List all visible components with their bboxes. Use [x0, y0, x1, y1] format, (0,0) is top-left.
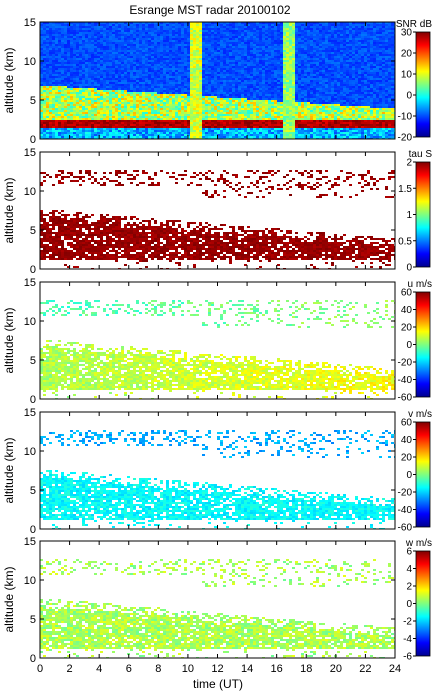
colorbar-tick-label: -20	[398, 133, 413, 144]
colorbar-tick-label: 1	[406, 210, 412, 221]
colorbar-tick-label: 40	[401, 435, 413, 446]
x-tick-label: 16	[271, 663, 283, 675]
colorbar-tick-label: 20	[401, 49, 413, 60]
chart-title: Esrange MST radar 20100102	[129, 3, 291, 17]
y-tick-label: 10	[24, 316, 36, 328]
colorbar-tick-label: 6	[406, 547, 412, 558]
colorbar-tick-label: 0	[406, 470, 412, 481]
colorbar-tick-label: 10	[401, 70, 413, 81]
y-tick-label: 5	[30, 95, 36, 107]
colorbar	[415, 421, 431, 528]
heatmap-field	[40, 170, 395, 269]
colorbar-tick-label: -6	[403, 652, 412, 663]
x-tick-label: 2	[67, 663, 73, 675]
y-axis-label: altitude (km)	[2, 437, 16, 503]
x-tick-label: 20	[330, 663, 342, 675]
x-tick-label: 0	[37, 663, 43, 675]
y-tick-label: 10	[24, 186, 36, 198]
y-tick-label: 5	[30, 355, 36, 367]
x-tick-label: 8	[155, 663, 161, 675]
y-tick-label: 15	[24, 147, 36, 159]
colorbar-tick-label: -40	[398, 505, 413, 516]
colorbar	[415, 161, 431, 268]
panel-v: 0 5 10 15 altitude (km) v m/s -60 -40 -20 0 20 40 60	[2, 407, 432, 536]
x-tick-label: 22	[359, 663, 371, 675]
panel-SNR: 0 5 10 15 altitude (km) SNR dB -20 -10 0 10 20 30	[2, 17, 432, 146]
x-tick-label: 6	[126, 663, 132, 675]
x-axis-label: time (UT)	[193, 677, 243, 691]
heatmap-field	[40, 430, 395, 529]
colorbar-tick-label: -10	[398, 112, 413, 123]
colorbar-tick-label: 0.5	[398, 236, 412, 247]
y-tick-label: 5	[30, 614, 36, 626]
colorbar-tick-label: 4	[406, 564, 412, 575]
heatmap-field	[40, 300, 395, 399]
y-tick-label: 0	[30, 394, 36, 406]
y-tick-label: 10	[24, 56, 36, 68]
colorbar-tick-label: -40	[398, 375, 413, 386]
y-tick-label: 10	[24, 575, 36, 587]
colorbar	[415, 550, 431, 657]
x-tick-label: 4	[96, 663, 102, 675]
colorbar-tick-label: 40	[401, 305, 413, 316]
x-tick-label: 12	[211, 663, 223, 675]
colorbar-tick-label: -2	[403, 617, 412, 628]
colorbar-tick-label: 1.5	[398, 184, 412, 195]
y-tick-label: 15	[24, 17, 36, 29]
x-tick-label: 24	[389, 663, 401, 675]
colorbar-tick-label: 30	[401, 28, 413, 39]
colorbar-tick-label: 60	[401, 418, 413, 429]
colorbar-label: w m/s	[405, 538, 432, 549]
y-axis-label: altitude (km)	[2, 566, 16, 632]
y-tick-label: 5	[30, 485, 36, 497]
y-tick-label: 5	[30, 225, 36, 237]
colorbar-tick-label: 0	[406, 599, 412, 610]
x-tick-label: 14	[241, 663, 253, 675]
x-tick-label: 18	[300, 663, 312, 675]
y-tick-label: 15	[24, 277, 36, 289]
colorbar-label: SNR dB	[396, 19, 432, 30]
colorbar-tick-label: 2	[406, 158, 412, 169]
colorbar-tick-label: 60	[401, 288, 413, 299]
y-tick-label: 0	[30, 134, 36, 146]
y-axis-label: altitude (km)	[2, 177, 16, 243]
colorbar-tick-label: 20	[401, 453, 413, 464]
colorbar-tick-label: 0	[406, 263, 412, 274]
x-tick-label: 10	[182, 663, 194, 675]
colorbar-tick-label: 0	[406, 91, 412, 102]
colorbar	[415, 291, 431, 398]
colorbar-tick-label: -20	[398, 358, 413, 369]
colorbar-tick-label: -20	[398, 488, 413, 499]
y-axis-label: altitude (km)	[2, 47, 16, 113]
colorbar-tick-label: 0	[406, 340, 412, 351]
colorbar-label: u m/s	[408, 279, 432, 290]
y-tick-label: 0	[30, 653, 36, 665]
colorbar-tick-label: 2	[406, 582, 412, 593]
heatmap-field	[40, 559, 395, 658]
panel-tau: 0 5 10 15 altitude (km) tau S 0 0.5 1 1.5 2	[2, 147, 432, 276]
colorbar-label: tau S	[409, 149, 433, 160]
y-tick-label: 0	[30, 524, 36, 536]
colorbar-tick-label: 20	[401, 323, 413, 334]
y-tick-label: 15	[24, 536, 36, 548]
y-tick-label: 15	[24, 407, 36, 419]
panel-u: 0 5 10 15 altitude (km) u m/s -60 -40 -20 0 20 40 60	[2, 277, 432, 406]
colorbar-tick-label: -4	[403, 634, 412, 645]
heatmap-field	[40, 22, 395, 139]
y-tick-label: 0	[30, 264, 36, 276]
colorbar-label: v m/s	[408, 409, 432, 420]
colorbar-tick-label: -60	[398, 393, 413, 404]
colorbar-tick-label: -60	[398, 523, 413, 534]
y-axis-label: altitude (km)	[2, 307, 16, 373]
y-tick-label: 10	[24, 446, 36, 458]
colorbar	[415, 31, 431, 138]
